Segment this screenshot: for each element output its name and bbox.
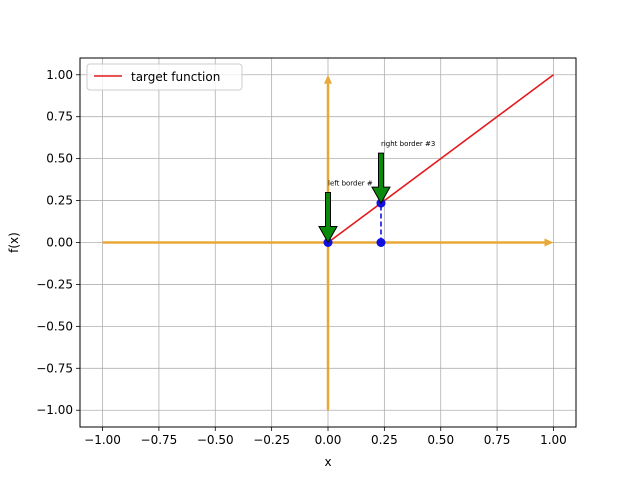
y-tick-label: −0.25 (36, 277, 73, 291)
x-tick-label: −0.25 (253, 433, 290, 447)
legend-box (86, 63, 243, 91)
x-tick-label: 0.00 (315, 433, 342, 447)
annotation-arrow (371, 152, 391, 205)
x-tick-label: −0.50 (197, 433, 234, 447)
series-line (327, 74, 554, 244)
y-tick-label: −1.00 (36, 403, 73, 417)
y-tick-label: 0.75 (46, 110, 73, 124)
y-tick-label: 0.25 (46, 194, 73, 208)
y-tick-label: −0.75 (36, 361, 73, 375)
x-axis-label: x (324, 455, 331, 469)
x-tick-label: 0.25 (371, 433, 398, 447)
y-tick-label: 0.50 (46, 152, 73, 166)
x-tick-label: 0.75 (484, 433, 511, 447)
legend-label: target function (131, 70, 220, 84)
x-axis-arrow-head (544, 238, 554, 247)
annotations: left border # right border #3 (318, 140, 435, 244)
annotation-arrow (318, 192, 338, 244)
y-axis-arrow-head (324, 74, 332, 84)
y-tick-label: 1.00 (46, 68, 73, 82)
ticks: −1.00 −0.75 −0.50 −0.25 0.00 0.25 0.50 0.75 1.00… (36, 68, 567, 447)
legend: target function (86, 63, 243, 91)
x-tick-label: −0.75 (141, 433, 178, 447)
data-point (376, 238, 386, 247)
series (327, 74, 554, 244)
x-tick-label: −1.00 (84, 433, 121, 447)
x-tick-label: 1.00 (540, 433, 567, 447)
y-tick-label: 0.00 (46, 236, 73, 250)
y-tick-label: −0.50 (36, 319, 73, 333)
y-axis-label: f(x) (7, 232, 21, 253)
annotation-label: right border #3 (381, 140, 435, 148)
points (323, 198, 386, 247)
x-tick-label: 0.50 (427, 433, 454, 447)
annotation-label: left border # (328, 180, 373, 188)
